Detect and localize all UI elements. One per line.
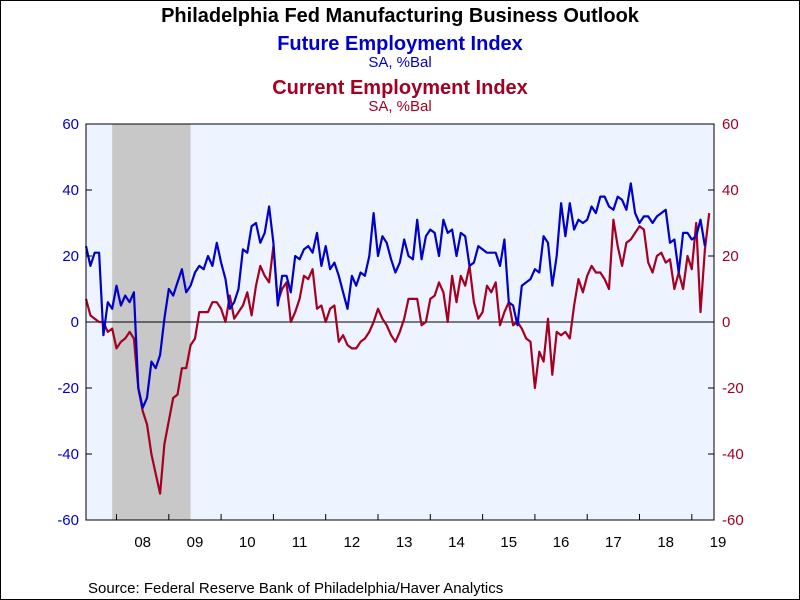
- left-tick-label: -40: [57, 446, 79, 463]
- x-tick-label: 13: [396, 534, 413, 551]
- x-tick-label: 08: [134, 534, 151, 551]
- x-tick-label: 14: [448, 534, 465, 551]
- x-tick-label: 18: [657, 534, 674, 551]
- left-tick-label: 0: [71, 314, 79, 331]
- left-tick-label: -20: [57, 380, 79, 397]
- right-tick-label: -20: [722, 380, 744, 397]
- source-note: Source: Federal Reserve Bank of Philadel…: [88, 580, 503, 597]
- left-tick-label: -60: [57, 512, 79, 529]
- current-employment-line: [84, 212, 711, 495]
- x-tick-label: 16: [553, 534, 570, 551]
- x-tick-label: 15: [500, 534, 517, 551]
- right-tick-label: 40: [722, 182, 739, 199]
- left-tick-label: 40: [62, 182, 79, 199]
- current-series-unit: SA, %Bal: [368, 98, 431, 115]
- left-tick-label: 60: [62, 116, 79, 133]
- current-series-title: Current Employment Index: [272, 77, 528, 99]
- chart-title: Philadelphia Fed Manufacturing Business …: [161, 5, 640, 27]
- x-tick-label: 09: [187, 534, 204, 551]
- future-employment-line: [84, 182, 706, 409]
- x-tick-label: 19: [710, 534, 727, 551]
- future-series-title: Future Employment Index: [277, 33, 523, 55]
- future-series-unit: SA, %Bal: [368, 54, 431, 71]
- x-tick-label: 11: [292, 534, 308, 551]
- right-tick-label: 20: [722, 248, 739, 265]
- x-tick-label: 17: [605, 534, 622, 551]
- right-tick-label: 0: [722, 314, 730, 331]
- x-tick-label: 10: [239, 534, 256, 551]
- right-tick-label: 60: [722, 116, 739, 133]
- right-tick-label: -60: [722, 512, 744, 529]
- left-tick-label: 20: [62, 248, 79, 265]
- right-tick-label: -40: [722, 446, 744, 463]
- x-tick-label: 12: [344, 534, 361, 551]
